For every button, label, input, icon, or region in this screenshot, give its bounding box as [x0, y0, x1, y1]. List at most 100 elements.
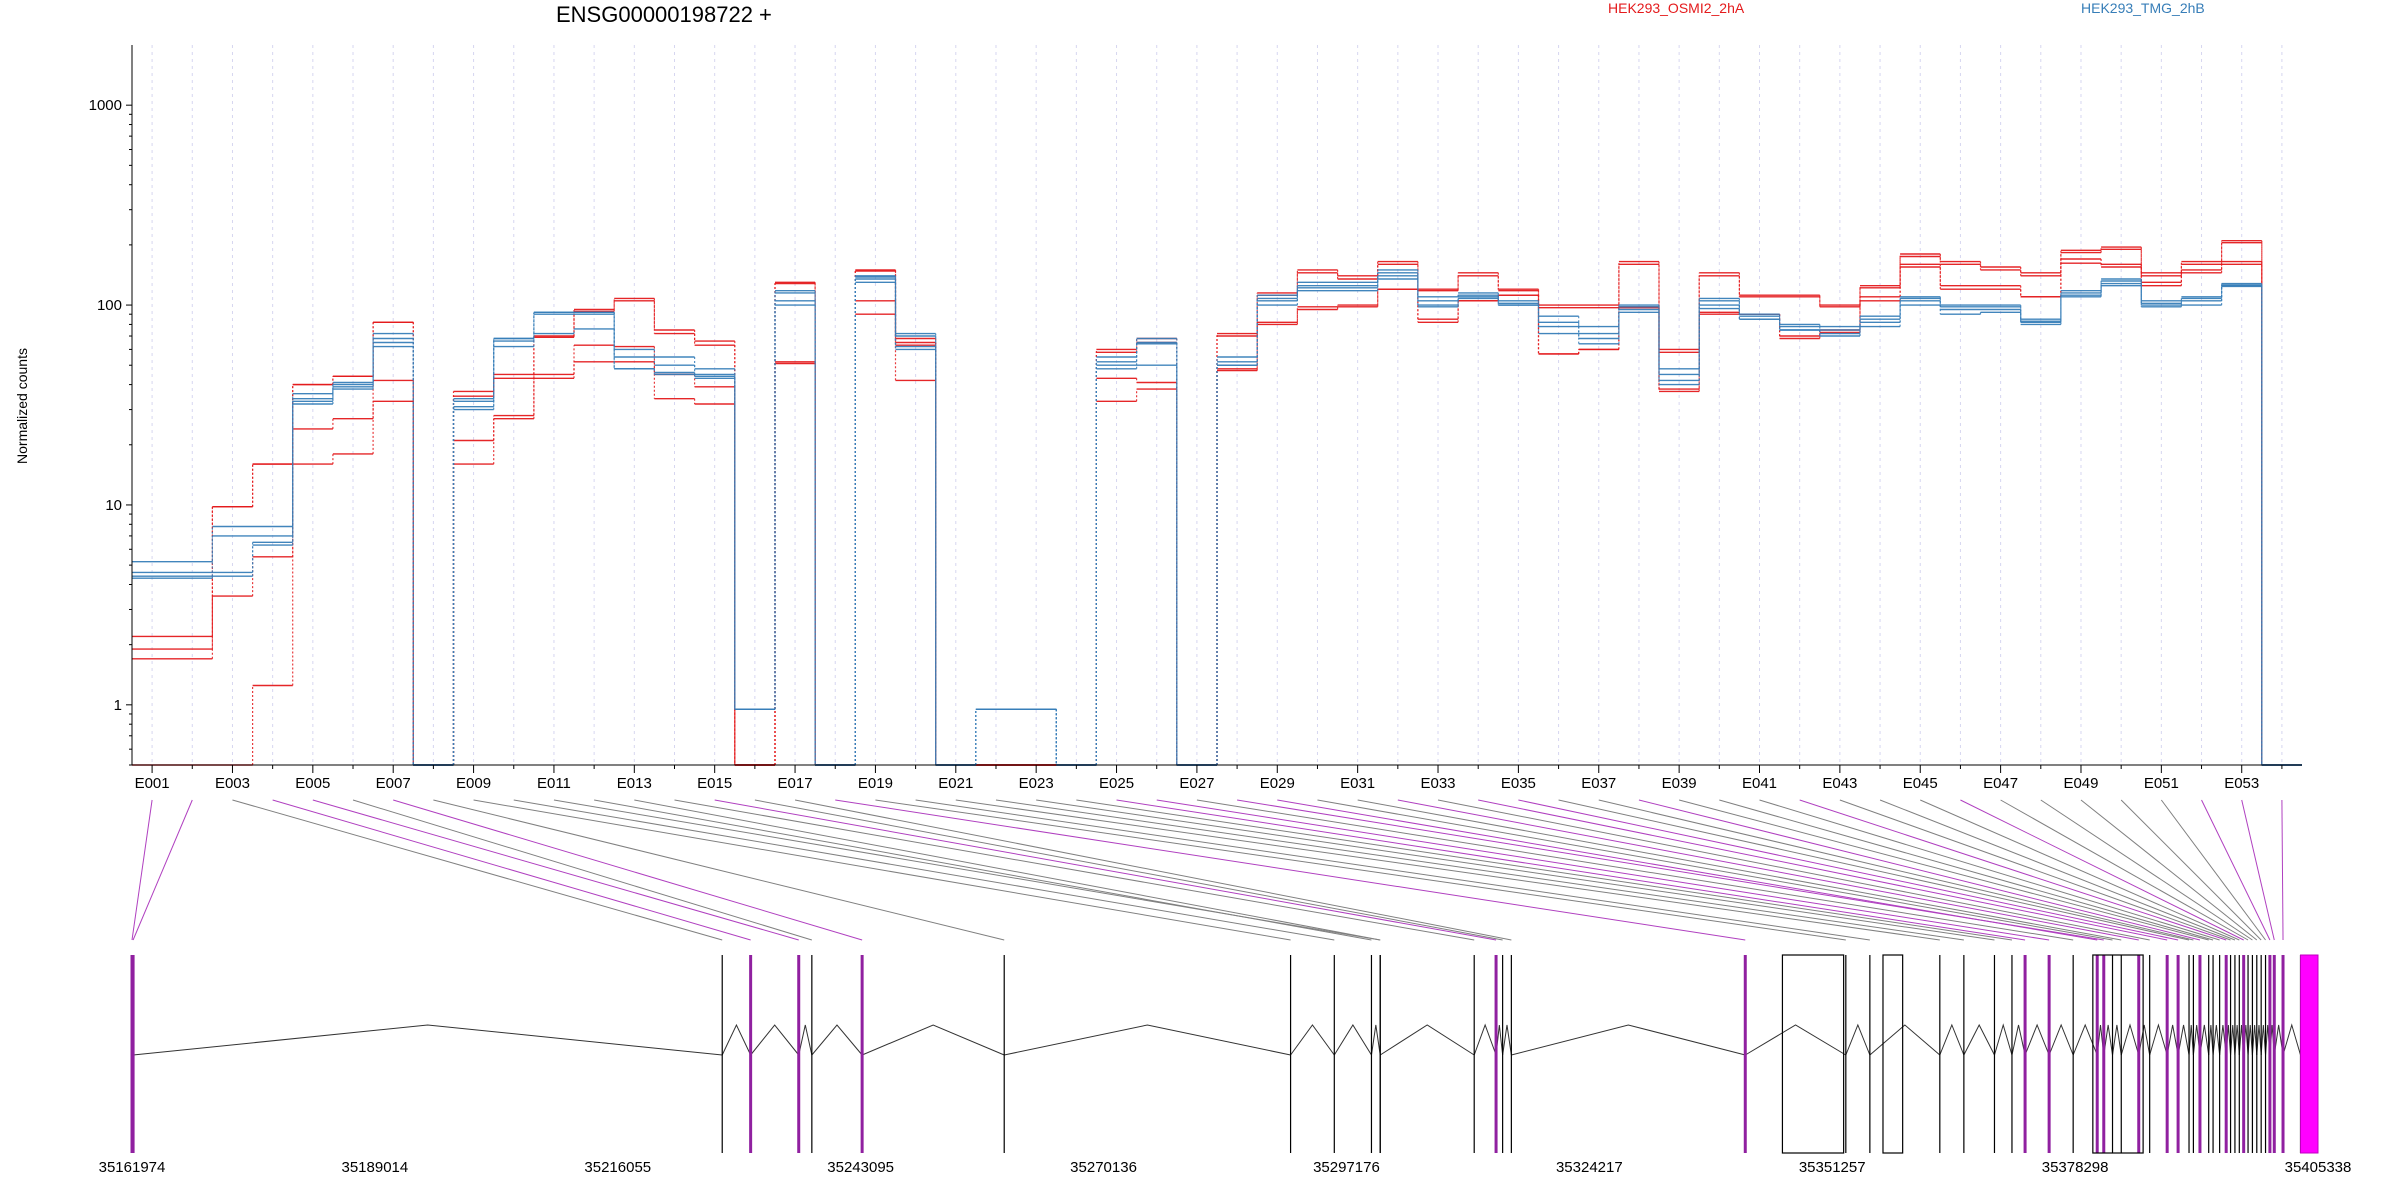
exon-connector — [1839, 799, 2231, 941]
genomic-tick-label: 35161974 — [99, 1159, 166, 1176]
intron — [1004, 1024, 1291, 1056]
x-tick-label: E047 — [1983, 775, 2018, 792]
series-line — [132, 262, 2302, 766]
intron — [2256, 1024, 2262, 1056]
exon-connector — [2040, 799, 2253, 941]
x-tick-label: E033 — [1420, 775, 1455, 792]
terminal-exon-block — [2300, 954, 2319, 1154]
exon-connector — [754, 799, 1503, 941]
exon-connector — [312, 799, 799, 941]
exon-connector — [232, 799, 723, 941]
exon-connector — [1076, 799, 2013, 941]
intron — [2177, 1024, 2190, 1056]
series-group — [132, 262, 2302, 766]
exon-connector — [594, 799, 1372, 941]
series-connector — [252, 263, 2263, 765]
x-tick-label: E041 — [1742, 775, 1777, 792]
x-tick-label: E049 — [2063, 775, 2098, 792]
intron — [2188, 1024, 2194, 1056]
exon-connector — [2160, 799, 2266, 941]
x-tick-label: E003 — [215, 775, 250, 792]
intron — [2011, 1024, 2026, 1056]
series-line — [132, 272, 2302, 766]
exon-connector — [132, 799, 193, 941]
intron — [2260, 1024, 2267, 1056]
exon-connector — [2201, 799, 2271, 941]
x-tick-label: E009 — [456, 775, 491, 792]
series-line — [132, 269, 2302, 766]
intron — [1370, 1024, 1381, 1056]
exon-connector — [2241, 799, 2275, 941]
x-tick-label: E031 — [1340, 775, 1375, 792]
genomic-tick-label: 35270136 — [1070, 1159, 1137, 1176]
x-tick-label: E023 — [1019, 775, 1054, 792]
exon-connector — [1036, 799, 1995, 941]
series-layer — [132, 240, 2302, 766]
exon-connector — [794, 799, 1512, 941]
exon-connector — [634, 799, 1381, 941]
exon-connector — [714, 799, 1497, 941]
exon-connector — [1437, 799, 2150, 941]
exon-connector — [875, 799, 1846, 941]
x-tick-label: E015 — [697, 775, 732, 792]
exon-box — [1781, 954, 1845, 1154]
exon-connector — [1679, 799, 2209, 941]
series-connector — [211, 242, 2263, 765]
y-tick-label: 10 — [105, 497, 122, 514]
x-tick-label: E001 — [135, 775, 170, 792]
intron — [798, 1024, 813, 1056]
intron — [2234, 1024, 2240, 1056]
exon-box — [2092, 954, 2144, 1154]
exon-connector — [1317, 799, 2113, 941]
intron — [1379, 1024, 1475, 1056]
intron — [1993, 1023, 2013, 1056]
exon-connector — [2080, 799, 2258, 941]
x-tick-label: E005 — [295, 775, 330, 792]
x-tick-label: E017 — [778, 775, 813, 792]
intron — [1502, 1024, 1512, 1056]
exon-connector — [1156, 799, 2050, 941]
series-group — [132, 278, 2302, 766]
series-line — [132, 278, 2302, 766]
exon-connector — [995, 799, 1964, 941]
exon-connector — [1960, 799, 2244, 941]
exon-connector — [955, 799, 1940, 941]
genomic-tick-label: 35189014 — [342, 1159, 409, 1176]
exon-connector — [915, 799, 1870, 941]
gene-model: 35161974 35189014 35216055 35243095 35270136… — [99, 954, 2351, 1176]
intron — [2230, 1024, 2236, 1056]
exon-connector — [1558, 799, 2190, 941]
exon-connector — [1116, 799, 2026, 941]
exon-box — [1882, 954, 1904, 1154]
x-tick-label: E011 — [537, 775, 571, 792]
intron — [2282, 1023, 2301, 1056]
legend-entry-tmg: HEK293_TMG_2hB — [2081, 0, 2205, 16]
x-tick-label: E007 — [376, 775, 411, 792]
exon-connectors — [131, 799, 2284, 941]
intron — [721, 1023, 752, 1056]
intron — [2138, 1024, 2151, 1056]
exon-connector — [1759, 799, 2220, 941]
intron — [133, 1024, 723, 1056]
intron — [750, 1024, 800, 1056]
exon-connector — [131, 799, 153, 941]
exon-connector — [1397, 799, 2139, 941]
exon-connector — [1598, 799, 2194, 941]
intron — [1333, 1024, 1372, 1056]
grid-lines — [151, 45, 2283, 765]
intron — [2212, 1024, 2221, 1056]
exon-connector — [674, 799, 1475, 941]
genomic-tick-label: 35351257 — [1799, 1159, 1866, 1176]
intron — [1473, 1023, 1497, 1056]
genomic-tick-label: 35216055 — [584, 1159, 651, 1176]
intron — [1290, 1024, 1335, 1056]
exon-connector — [835, 799, 1746, 941]
y-tick-label: 1 — [114, 697, 122, 714]
y-tick-label: 100 — [97, 297, 122, 314]
exon-connector — [433, 799, 1005, 941]
exon-connector — [272, 799, 751, 941]
genomic-tick-label: 35324217 — [1556, 1159, 1623, 1176]
exon-connector — [1799, 799, 2227, 941]
x-tick-label: E019 — [858, 775, 893, 792]
